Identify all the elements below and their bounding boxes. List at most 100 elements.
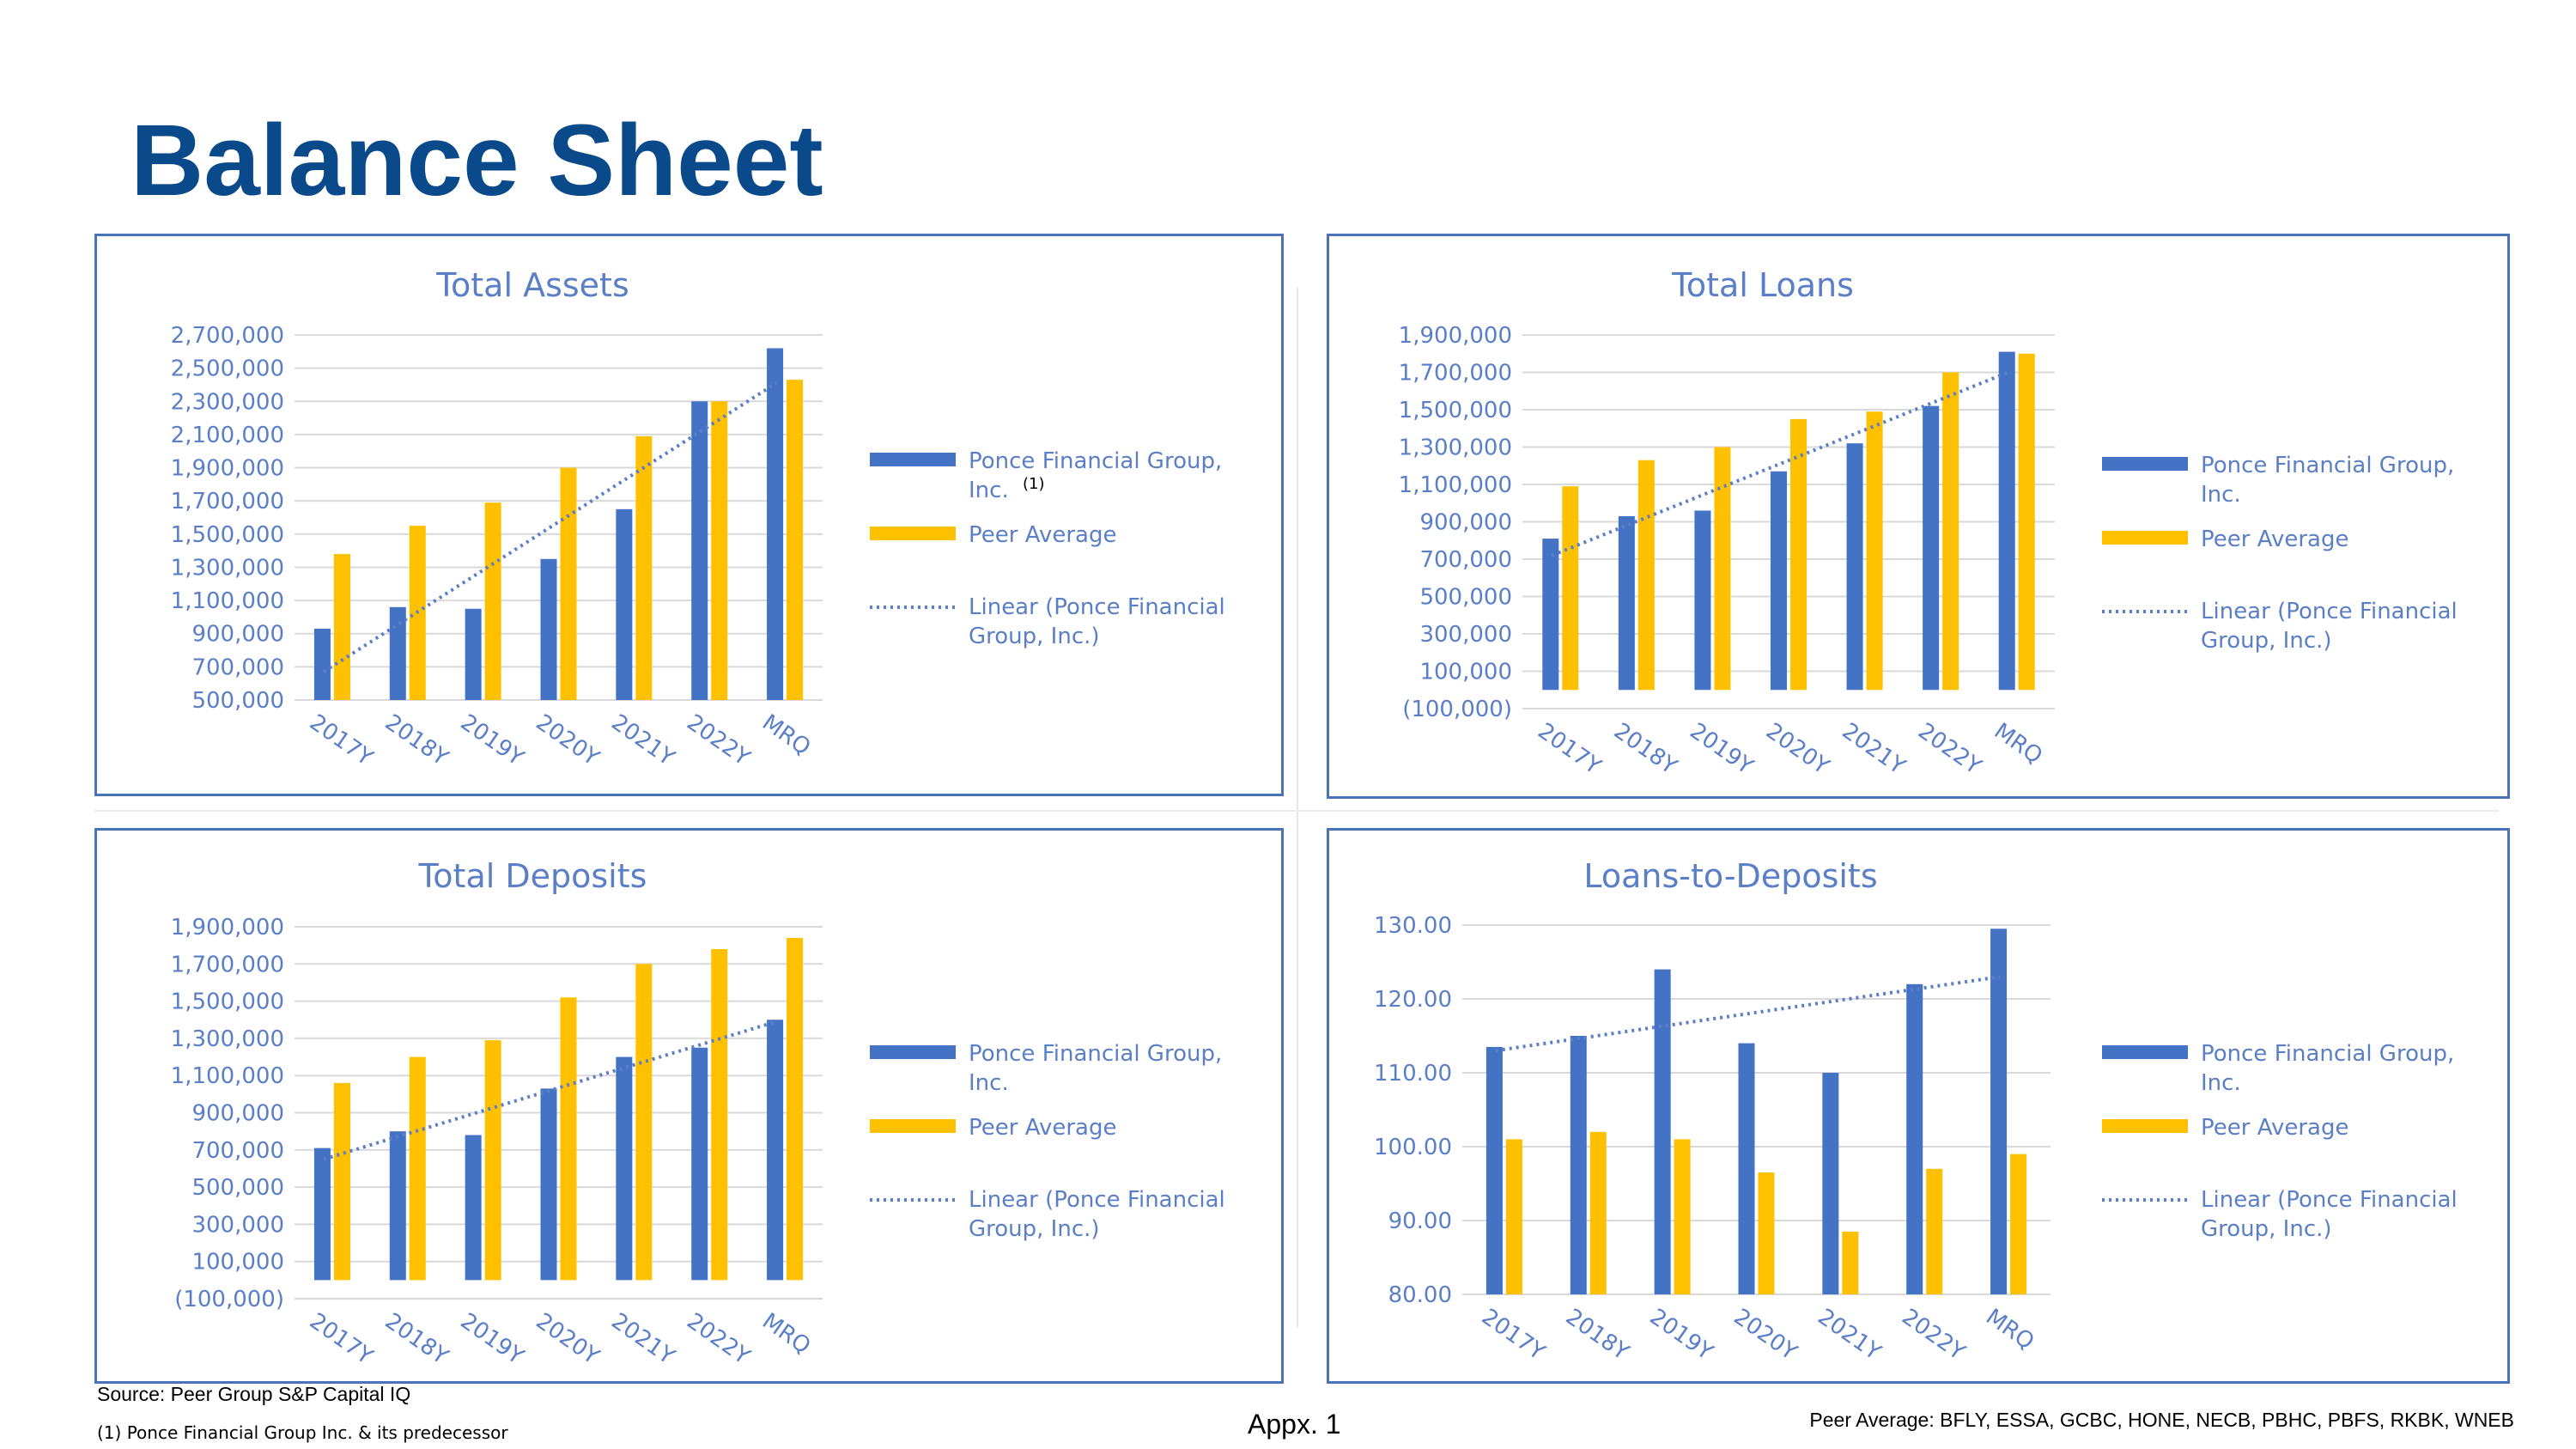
bar-ponce-financial-group-inc-2022y (691, 1047, 708, 1281)
y-tick-label: 500,000 (1419, 585, 1512, 611)
bar-ponce-financial-group-inc-2018y (1618, 515, 1635, 691)
bar-peer-average-2021y (1866, 411, 1883, 691)
chart-panel-total-deposits: Total Deposits 1,900,000 1,700,000 1,500,00… (94, 828, 1284, 1384)
chart-title: Total Deposits (418, 857, 647, 895)
y-tick-label: 700,000 (1419, 547, 1512, 573)
legend-label-trendline: Linear (Ponce Financial (969, 594, 1225, 620)
bar-ponce-financial-group-inc-2021y (1846, 443, 1863, 691)
x-tick-label: 2017Y (305, 709, 378, 771)
bar-ponce-financial-group-inc-mrq (1990, 928, 2008, 1294)
bar-peer-average-mrq (2018, 353, 2035, 691)
y-tick-label: 90.00 (1388, 1209, 1452, 1234)
y-tick-label: 1,900,000 (171, 915, 284, 941)
y-tick-label: 700,000 (191, 654, 284, 680)
legend-label-trendline: Linear (Ponce Financial (2201, 599, 2458, 624)
chart-panel-loans-to-deposits: Loans-to-Deposits 130.00 120.00 110.00 100.0… (1327, 828, 2510, 1384)
x-tick-label: 2017Y (305, 1308, 378, 1370)
legend-label-ponce: Ponce Financial Group, (2201, 1041, 2454, 1067)
y-tick-label: 1,500,000 (171, 522, 284, 548)
y-tick-label: (100,000) (174, 1287, 284, 1312)
y-tick-label: 100.00 (1374, 1135, 1452, 1160)
legend-superscript: (1) (1023, 475, 1045, 493)
y-tick-label: 120.00 (1374, 987, 1452, 1013)
x-tick-label: MRQ (757, 709, 815, 761)
x-tick-label: 2020Y (531, 1308, 604, 1370)
y-tick-label: 1,300,000 (1399, 435, 1512, 461)
bar-peer-average-2018y (1589, 1131, 1607, 1294)
legend-label-trendline: Linear (Ponce Financial (2201, 1187, 2458, 1213)
y-tick-label: 1,700,000 (171, 952, 284, 977)
trendline (322, 381, 778, 673)
y-tick-label: 1,500,000 (171, 989, 284, 1015)
bar-peer-average-2022y (1942, 372, 1959, 691)
bar-ponce-financial-group-inc-2019y (465, 608, 482, 700)
x-tick-label: 2017Y (1533, 718, 1606, 780)
legend-label-trendline: Group, Inc.) (2201, 1216, 2332, 1242)
y-tick-label: 1,500,000 (1399, 398, 1512, 423)
y-tick-label: 2,500,000 (171, 356, 284, 382)
chart-total-assets: Total Assets 2,700,000 2,500,000 2,300,000 2… (171, 266, 1225, 771)
legend-label-ponce: Ponce Financial Group, (969, 448, 1222, 474)
y-tick-label: 500,000 (191, 688, 284, 714)
bar-peer-average-2021y (1842, 1231, 1859, 1294)
x-tick-label: 2022Y (1897, 1304, 1970, 1366)
y-tick-label: 700,000 (191, 1138, 284, 1164)
legend-label-peer: Peer Average (969, 522, 1116, 548)
chart-total-loans: Total Loans 1,900,000 1,700,000 1,500,000 1,… (1399, 266, 2458, 780)
y-tick-label: 300,000 (191, 1212, 284, 1238)
x-tick-label: 2018Y (1561, 1304, 1634, 1366)
x-tick-label: 2021Y (1813, 1304, 1886, 1366)
y-tick-label: (100,000) (1402, 697, 1512, 722)
y-tick-label: 900,000 (191, 622, 284, 648)
bar-ponce-financial-group-inc-2022y (1906, 983, 1923, 1294)
bar-peer-average-mrq (2010, 1154, 2027, 1294)
bar-ponce-financial-group-inc-2019y (1654, 969, 1671, 1294)
y-tick-label: 2,100,000 (171, 423, 284, 448)
bar-ponce-financial-group-inc-2017y (313, 628, 331, 700)
bar-peer-average-mrq (787, 937, 804, 1281)
bar-peer-average-2019y (1674, 1139, 1691, 1294)
chart-loans-to-deposits: Loans-to-Deposits 130.00 120.00 110.00 100.0… (1374, 857, 2458, 1366)
bar-peer-average-2019y (484, 1040, 501, 1281)
y-tick-label: 1,100,000 (171, 1063, 284, 1089)
y-tick-label: 100,000 (1419, 660, 1512, 685)
legend-label-ponce: Ponce Financial Group, (969, 1041, 1222, 1067)
bar-peer-average-2017y (1562, 486, 1579, 691)
y-tick-label: 900,000 (191, 1101, 284, 1127)
y-tick-label: 1,700,000 (1399, 361, 1512, 387)
legend-swatch-ponce (2102, 457, 2188, 471)
bar-ponce-financial-group-inc-2021y (1822, 1073, 1839, 1294)
x-tick-label: 2019Y (1685, 718, 1758, 780)
legend-swatch-peer (870, 527, 956, 540)
bar-ponce-financial-group-inc-2017y (1485, 1046, 1503, 1294)
y-tick-label: 2,300,000 (171, 389, 284, 415)
legend-label-trendline: Linear (Ponce Financial (969, 1187, 1225, 1213)
bar-ponce-financial-group-inc-2019y (1694, 510, 1711, 691)
bar-peer-average-mrq (787, 380, 804, 700)
legend-label-peer: Peer Average (2201, 527, 2348, 552)
bar-peer-average-2022y (711, 948, 728, 1281)
bar-ponce-financial-group-inc-2022y (691, 401, 708, 700)
y-tick-label: 1,100,000 (171, 588, 284, 614)
chart-title: Total Loans (1671, 266, 1854, 304)
x-tick-label: 2017Y (1477, 1304, 1550, 1366)
y-tick-label: 130.00 (1374, 913, 1452, 939)
bar-ponce-financial-group-inc-2017y (1542, 539, 1559, 691)
footnote-predecessor: (1) Ponce Financial Group Inc. & its pre… (97, 1422, 508, 1443)
panel-divider-horizontal (94, 810, 2499, 812)
y-tick-label: 100,000 (191, 1250, 284, 1275)
chart-title: Loans-to-Deposits (1583, 857, 1877, 895)
legend-swatch-peer (2102, 531, 2188, 545)
y-tick-label: 1,300,000 (171, 555, 284, 581)
x-tick-label: 2020Y (531, 709, 604, 771)
bar-ponce-financial-group-inc-2018y (389, 606, 406, 700)
y-tick-label: 80.00 (1388, 1282, 1452, 1308)
x-tick-label: 2019Y (1645, 1304, 1718, 1366)
x-tick-label: 2021Y (606, 709, 679, 771)
page-title: Balance Sheet (131, 104, 823, 217)
chart-total-deposits: Total Deposits 1,900,000 1,700,000 1,500,00… (171, 857, 1225, 1370)
bar-peer-average-2022y (1926, 1168, 1943, 1294)
legend-label-ponce: Inc. (969, 478, 1009, 503)
trendline (1495, 975, 2001, 1053)
bar-ponce-financial-group-inc-2021y (616, 1056, 633, 1281)
